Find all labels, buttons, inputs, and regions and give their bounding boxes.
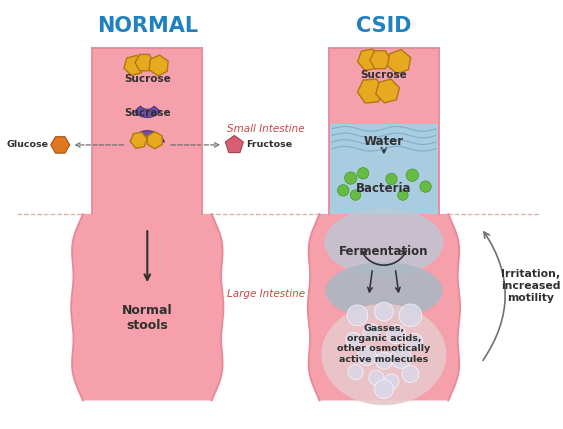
Polygon shape (130, 131, 164, 146)
Polygon shape (124, 55, 144, 76)
Polygon shape (225, 136, 243, 153)
Text: Glucose: Glucose (7, 140, 49, 149)
Text: Irritation,
increased
motility: Irritation, increased motility (501, 269, 560, 302)
Circle shape (346, 332, 361, 347)
Polygon shape (329, 124, 439, 214)
Ellipse shape (321, 304, 446, 405)
Text: Fermentation: Fermentation (339, 245, 428, 258)
Text: Sucrase: Sucrase (124, 108, 171, 118)
Polygon shape (51, 137, 70, 153)
Polygon shape (131, 132, 147, 148)
Polygon shape (329, 48, 439, 214)
Circle shape (387, 325, 406, 344)
Circle shape (374, 302, 394, 321)
Circle shape (374, 380, 394, 399)
Circle shape (350, 190, 361, 200)
Circle shape (369, 370, 384, 385)
Circle shape (363, 324, 380, 341)
Text: Gasses,
organic acids,
other osmotically
active molecules: Gasses, organic acids, other osmotically… (337, 323, 431, 364)
Text: Sucrose: Sucrose (360, 70, 407, 80)
Circle shape (406, 333, 423, 350)
Text: Normal
stools: Normal stools (122, 304, 173, 332)
Text: CSID: CSID (356, 16, 412, 36)
Polygon shape (148, 132, 162, 149)
Circle shape (338, 185, 349, 196)
Text: Sucrose: Sucrose (124, 74, 171, 84)
Text: Water: Water (364, 135, 404, 148)
Circle shape (376, 352, 392, 369)
Polygon shape (135, 54, 154, 71)
Polygon shape (308, 214, 460, 401)
Circle shape (402, 366, 419, 383)
Circle shape (391, 347, 412, 369)
Polygon shape (387, 49, 410, 74)
Circle shape (358, 168, 369, 179)
Text: Small Intestine: Small Intestine (227, 124, 305, 134)
Ellipse shape (325, 262, 443, 319)
Polygon shape (370, 51, 391, 69)
Circle shape (348, 365, 363, 380)
Ellipse shape (324, 208, 444, 277)
Text: Bacteria: Bacteria (356, 182, 412, 195)
Polygon shape (71, 214, 224, 401)
Polygon shape (358, 49, 380, 70)
Circle shape (347, 305, 368, 326)
Text: Large Intestine: Large Intestine (226, 290, 305, 299)
Polygon shape (358, 79, 384, 103)
Circle shape (420, 181, 431, 192)
Circle shape (345, 172, 357, 184)
Polygon shape (92, 48, 202, 214)
Circle shape (358, 347, 376, 366)
Circle shape (386, 173, 397, 185)
Polygon shape (149, 55, 168, 76)
Circle shape (406, 169, 418, 181)
Circle shape (384, 374, 399, 389)
Polygon shape (376, 79, 400, 103)
Polygon shape (134, 106, 160, 118)
Text: Fructose: Fructose (245, 140, 292, 149)
Circle shape (399, 304, 422, 326)
FancyArrowPatch shape (483, 232, 505, 360)
Circle shape (397, 190, 408, 200)
Text: NORMAL: NORMAL (97, 16, 198, 36)
